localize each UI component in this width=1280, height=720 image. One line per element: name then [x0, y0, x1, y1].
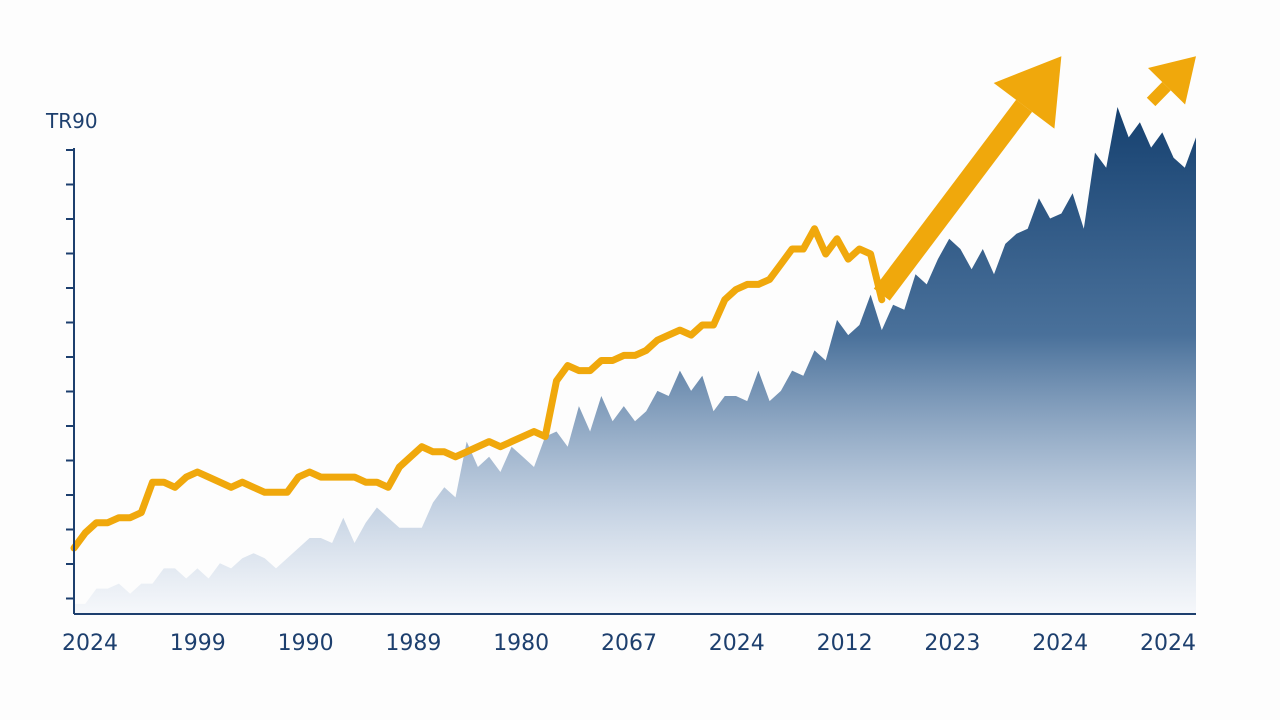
x-axis-tick-label: 2024 — [62, 631, 118, 656]
line-series-path — [70, 225, 886, 552]
trend-arrows-group — [873, 56, 1196, 301]
x-axis-tick-label: 2023 — [924, 631, 980, 656]
x-axis-tick-label: 1990 — [278, 631, 334, 656]
x-axis-tick-label: 2024 — [709, 631, 765, 656]
trend-arrow-shaft — [1146, 81, 1171, 107]
x-axis-tick-labels: 2024 1999 1990 1989 1980 2067 2024 2012 2023 2024… — [62, 631, 1196, 656]
area-series-fill — [74, 107, 1196, 614]
x-axis-tick-label: 1989 — [385, 631, 441, 656]
y-axis-label: TR90 — [45, 109, 98, 133]
trend-arrow-head — [993, 56, 1062, 129]
y-axis-ticks — [66, 149, 74, 600]
line-series-group — [70, 225, 886, 552]
x-axis-tick-label: 2024 — [1140, 631, 1196, 656]
trend-arrow-shaft — [873, 99, 1033, 301]
x-axis-tick-label: 1980 — [493, 631, 549, 656]
axes: 2024 1999 1990 1989 1980 2067 2024 2012 2023 2024… — [62, 148, 1196, 656]
x-axis-tick-label: 2067 — [601, 631, 657, 656]
area-series-group — [74, 107, 1196, 614]
trend-arrow-head — [1148, 56, 1196, 105]
x-axis-tick-label: 2024 — [1032, 631, 1088, 656]
x-axis-tick-label: 2012 — [817, 631, 873, 656]
x-axis-tick-label: 1999 — [170, 631, 226, 656]
